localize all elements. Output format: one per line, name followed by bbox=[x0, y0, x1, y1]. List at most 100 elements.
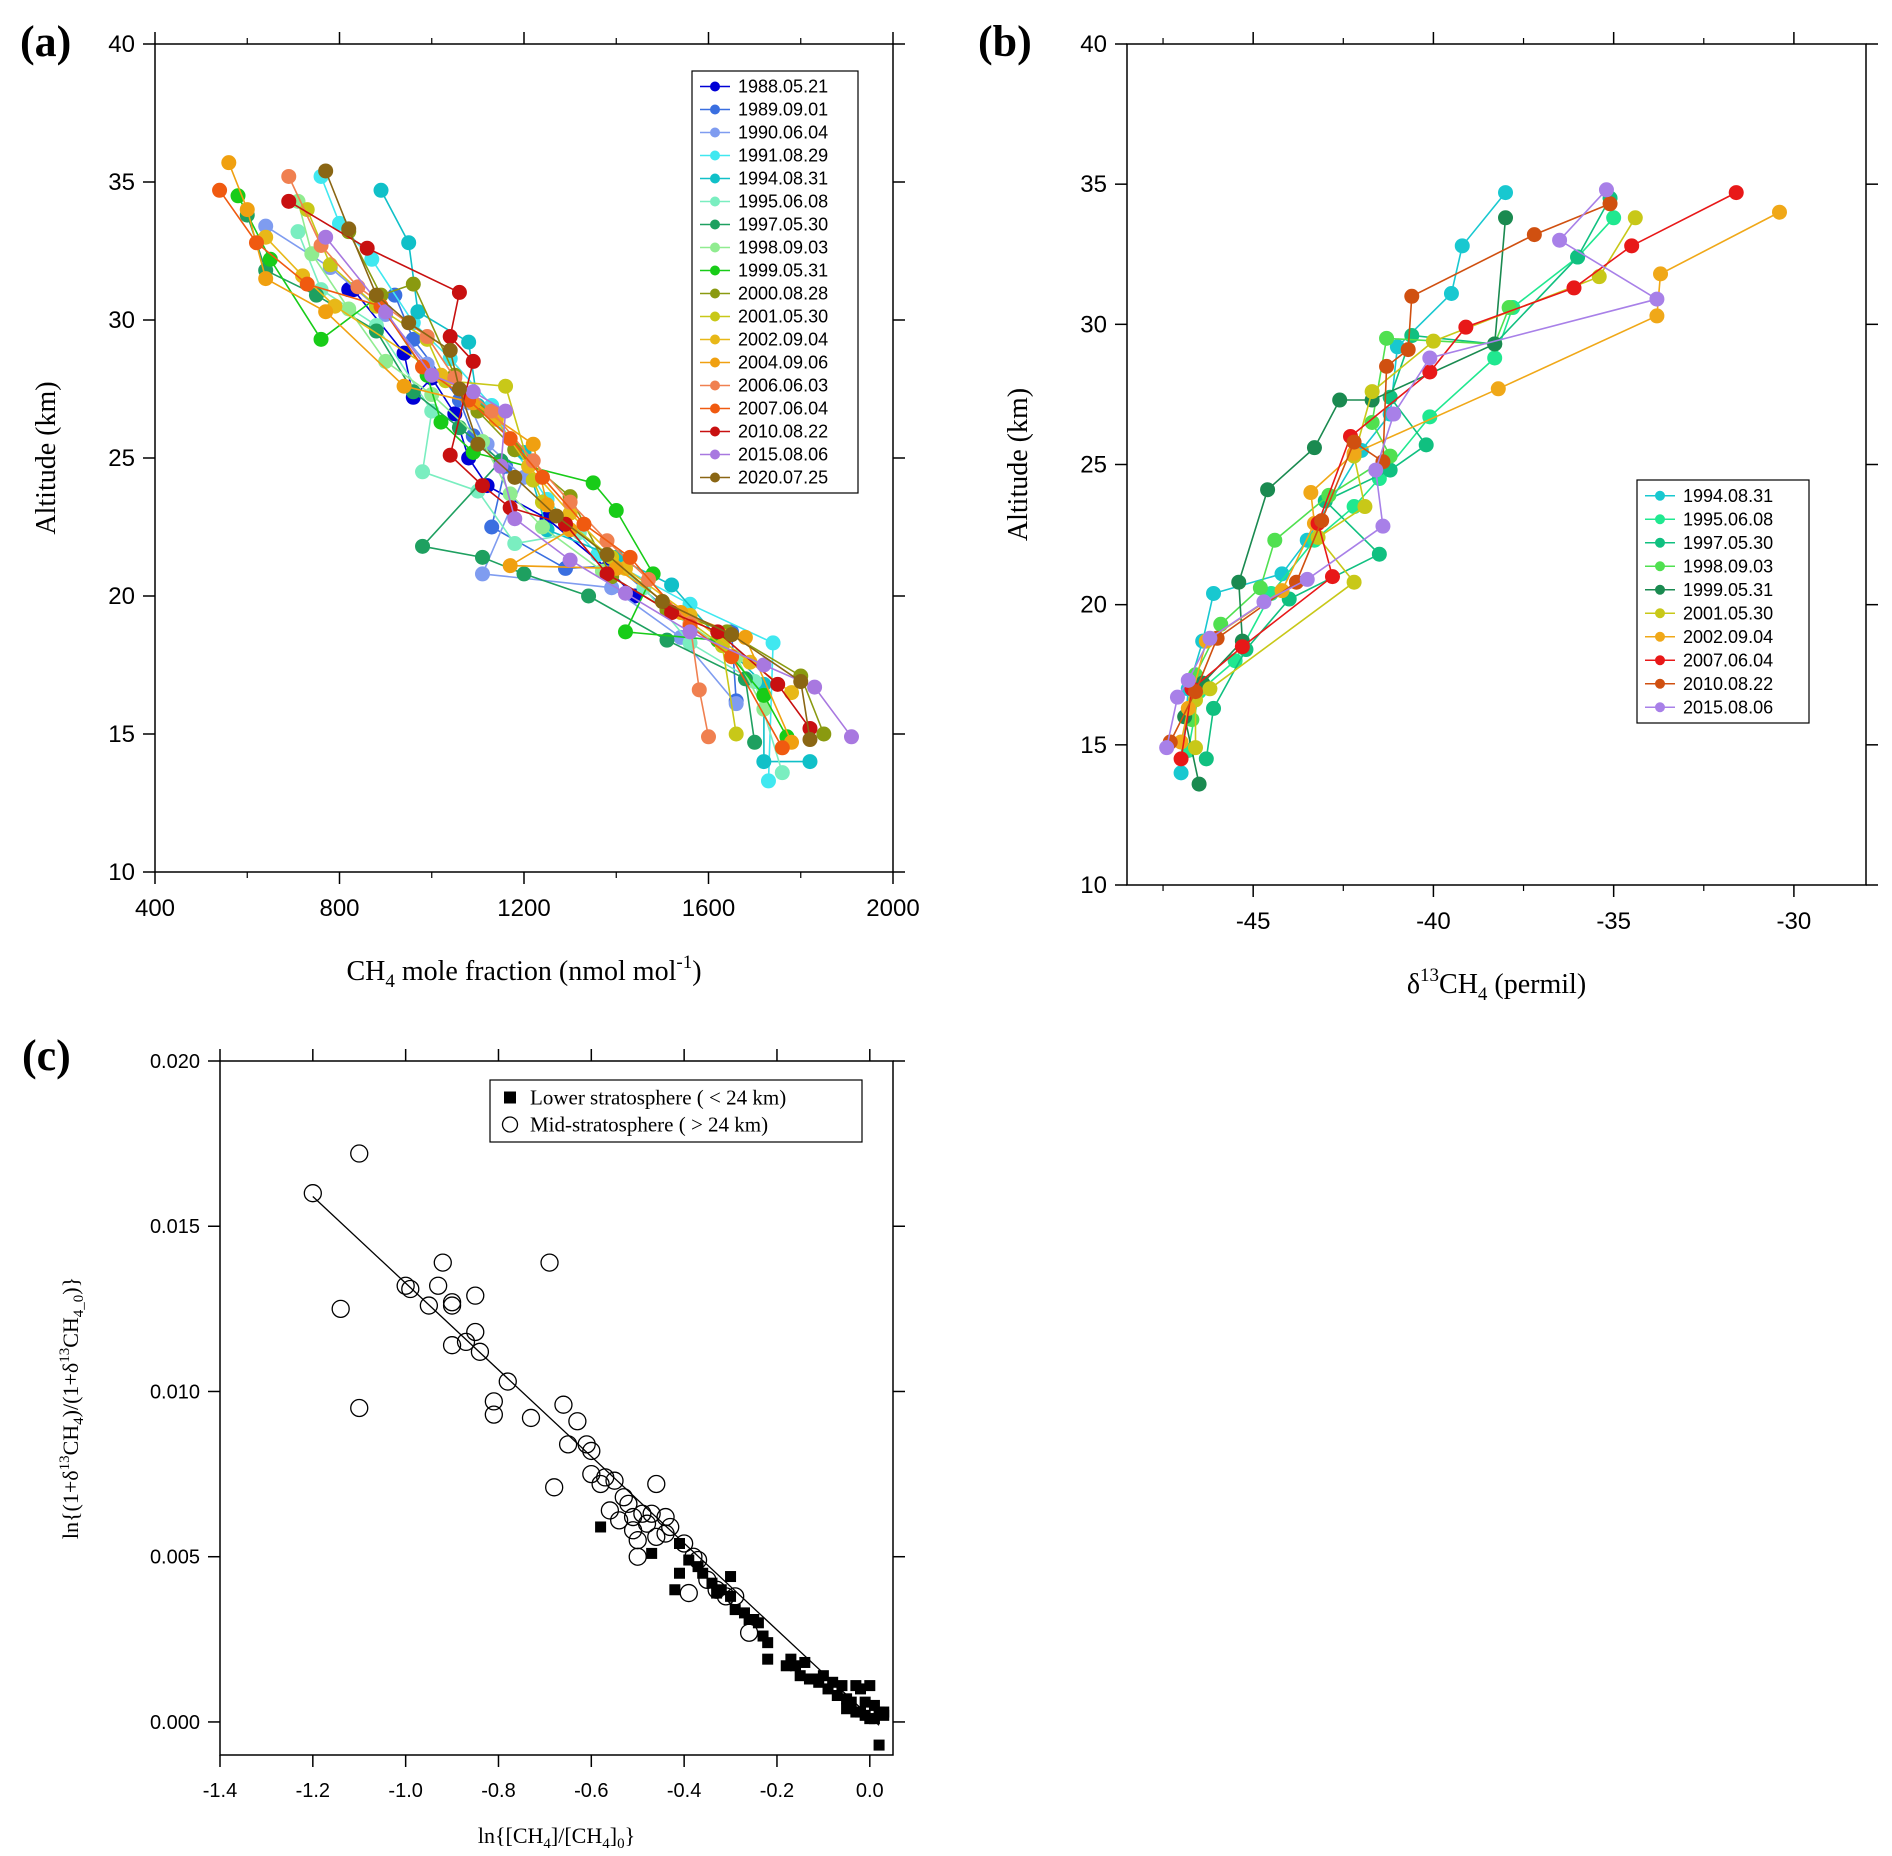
data-point bbox=[525, 453, 541, 469]
x-tick-label: 1200 bbox=[497, 895, 550, 922]
x-tick-label: -0.6 bbox=[574, 1780, 608, 1802]
data-point bbox=[724, 649, 740, 665]
data-point bbox=[691, 682, 707, 698]
data-point-square bbox=[762, 1653, 774, 1665]
data-point bbox=[350, 279, 366, 295]
panel-b-y-axis-title: Altitude (km) bbox=[1003, 388, 1034, 541]
data-point bbox=[604, 580, 620, 596]
legend-swatch-dot bbox=[710, 242, 720, 253]
legend-swatch-dot bbox=[1655, 678, 1665, 689]
data-point-square bbox=[817, 1670, 829, 1682]
legend-swatch-dot bbox=[710, 81, 720, 92]
data-point bbox=[1231, 574, 1247, 590]
data-point bbox=[212, 182, 228, 198]
data-point-circle bbox=[498, 1372, 517, 1391]
data-point bbox=[1180, 672, 1196, 688]
legend-item: 2002.09.04 bbox=[700, 330, 828, 350]
x-tick-label: 800 bbox=[319, 895, 359, 922]
legend-label: 1997.05.30 bbox=[738, 215, 828, 235]
data-point bbox=[451, 381, 467, 397]
legend-label: 2010.08.22 bbox=[738, 422, 828, 442]
y-tick-label: 10 bbox=[108, 859, 135, 886]
data-point bbox=[664, 577, 680, 593]
legend-swatch-dot bbox=[710, 288, 720, 299]
legend-item: 2002.09.04 bbox=[1645, 627, 1773, 647]
legend-label: Lower stratosphere ( < 24 km) bbox=[530, 1086, 786, 1110]
legend-label: 1991.08.29 bbox=[738, 146, 828, 166]
series-2020.07.25 bbox=[318, 163, 818, 748]
legend-swatch-circle bbox=[501, 1116, 519, 1133]
legend-label: 2001.05.30 bbox=[738, 307, 828, 327]
data-point bbox=[1598, 182, 1614, 198]
data-point-square bbox=[669, 1584, 681, 1596]
data-point bbox=[756, 687, 772, 703]
data-point bbox=[378, 304, 394, 320]
series-filled-square bbox=[595, 1521, 890, 1751]
data-point-circle bbox=[582, 1464, 601, 1484]
series-line bbox=[1180, 192, 1507, 773]
legend-swatch-dot bbox=[1655, 490, 1665, 501]
series-2015.08.06 bbox=[1159, 182, 1665, 756]
panel-c-ylabel-c: )/(1+δ bbox=[58, 1363, 83, 1418]
data-point-square bbox=[873, 1739, 885, 1751]
panel-a-series bbox=[212, 155, 859, 789]
data-point-square bbox=[841, 1703, 853, 1715]
legend-item: 2020.07.25 bbox=[700, 468, 828, 488]
data-point bbox=[465, 353, 481, 369]
series-line bbox=[297, 231, 784, 773]
data-point bbox=[1371, 546, 1387, 562]
data-point bbox=[341, 221, 357, 237]
y-tick-label: 0.005 bbox=[150, 1547, 200, 1569]
data-point bbox=[405, 276, 421, 292]
legend-label: 2020.07.25 bbox=[738, 468, 828, 488]
data-point bbox=[617, 585, 633, 601]
data-point-circle bbox=[521, 1408, 541, 1428]
data-point bbox=[1364, 384, 1380, 400]
data-point bbox=[1267, 532, 1283, 548]
panel-c-xlabel-end: ] bbox=[610, 1823, 617, 1848]
panel-b-xlabel-main: CH bbox=[1439, 969, 1478, 1000]
data-point bbox=[1303, 485, 1319, 501]
legend-label: 1988.05.21 bbox=[738, 77, 828, 97]
data-point bbox=[502, 558, 518, 574]
data-point bbox=[248, 235, 264, 251]
data-point bbox=[1310, 529, 1326, 545]
y-tick-label: 15 bbox=[1080, 732, 1107, 759]
data-point bbox=[585, 475, 601, 491]
panel-a-xlabel-rest: mole fraction (nmol mol bbox=[395, 956, 677, 987]
legend-swatch-dot bbox=[710, 196, 720, 207]
x-tick-label: 400 bbox=[135, 895, 175, 922]
legend-item: 1995.06.08 bbox=[700, 192, 828, 212]
data-point bbox=[622, 549, 638, 565]
data-point-square bbox=[836, 1680, 848, 1692]
x-tick-label: -45 bbox=[1236, 908, 1271, 935]
legend-label: 1995.06.08 bbox=[738, 192, 828, 212]
data-point bbox=[465, 384, 481, 400]
legend-label: 2002.09.04 bbox=[1683, 627, 1773, 647]
data-point bbox=[784, 685, 800, 701]
data-point-circle bbox=[628, 1531, 647, 1550]
data-point bbox=[793, 674, 809, 690]
legend-swatch-dot bbox=[710, 334, 720, 345]
data-point bbox=[756, 657, 772, 673]
panel-c-plot-frame bbox=[219, 1060, 894, 1756]
data-point bbox=[313, 331, 329, 347]
legend-box bbox=[489, 1079, 863, 1143]
legend-item: 2006.06.03 bbox=[700, 376, 828, 396]
data-point bbox=[368, 287, 384, 303]
series-line bbox=[246, 214, 756, 743]
data-point-square bbox=[673, 1537, 685, 1549]
data-point bbox=[281, 168, 297, 184]
data-point-circle bbox=[466, 1286, 485, 1305]
data-point bbox=[299, 202, 315, 218]
panel-c-series bbox=[303, 1144, 890, 1751]
legend-label: 2015.08.06 bbox=[738, 445, 828, 465]
legend-label: 2007.06.04 bbox=[1683, 650, 1773, 670]
legend-label: 2007.06.04 bbox=[738, 399, 828, 419]
panel-b-label: (b) bbox=[978, 17, 1032, 66]
x-tick-label: -1.4 bbox=[203, 1780, 237, 1802]
data-point bbox=[507, 511, 523, 527]
data-point bbox=[617, 624, 633, 640]
data-point bbox=[299, 276, 315, 292]
series-2015.08.06 bbox=[318, 229, 859, 745]
